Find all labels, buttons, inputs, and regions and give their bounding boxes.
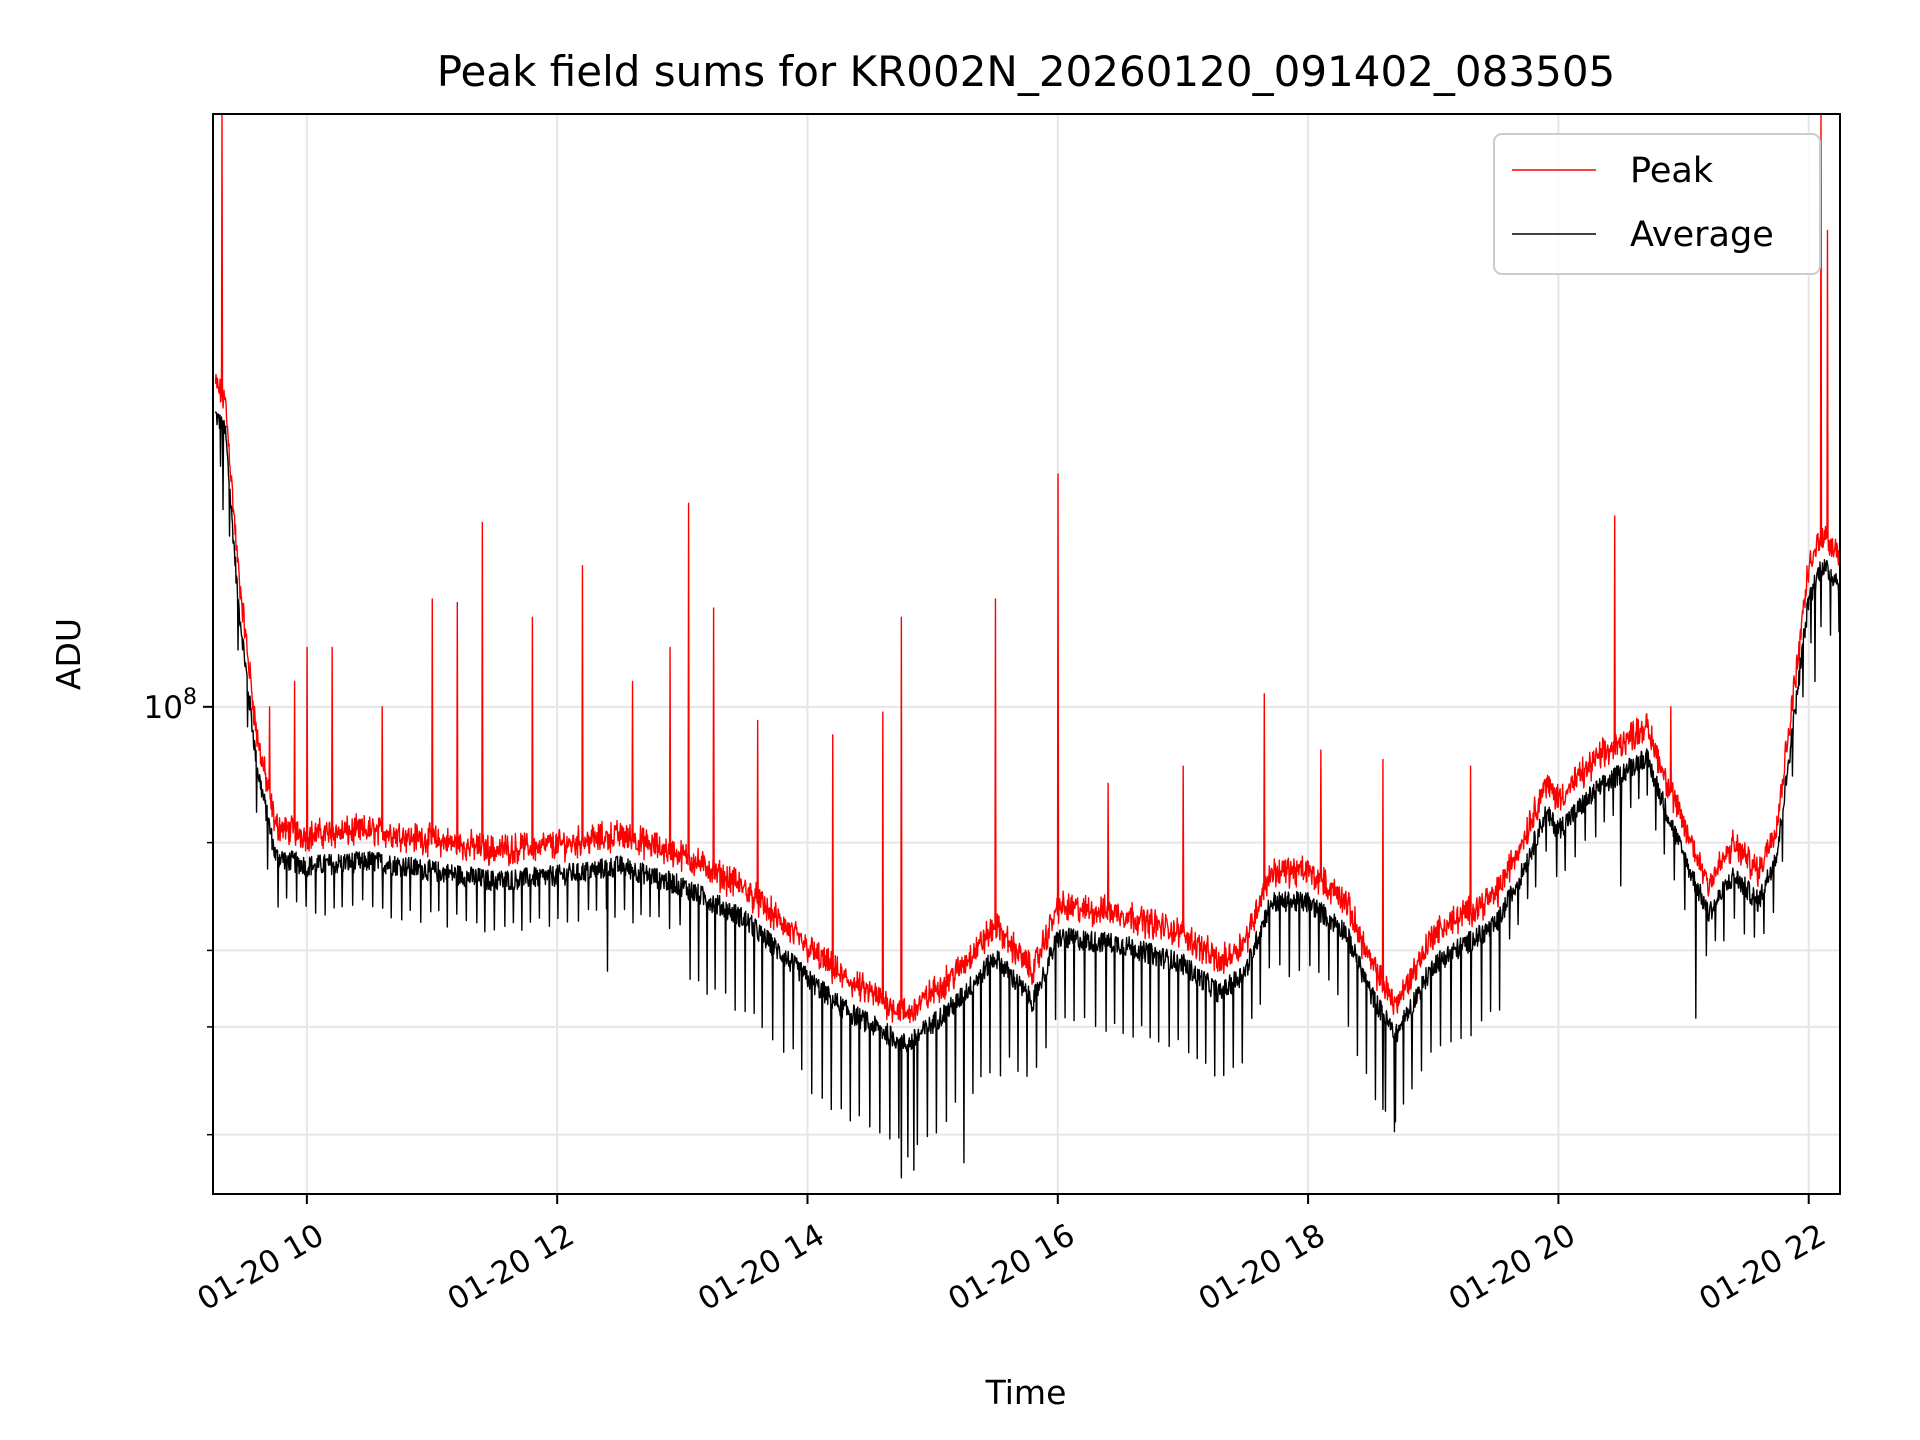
series-layer: [214, 114, 1840, 1179]
y-tick-label-base: 10: [144, 690, 183, 726]
series-line-average: [214, 411, 1840, 1179]
legend: Peak Average: [1493, 133, 1821, 275]
legend-average-label: Average: [1630, 215, 1774, 255]
x-axis-label: Time: [985, 1373, 1067, 1412]
legend-frame: [1493, 133, 1821, 275]
legend-peak-label: Peak: [1630, 151, 1714, 191]
grid-layer: [213, 114, 1840, 1194]
y-tick-label-exponent: 8: [183, 685, 197, 710]
y-tick-label: 108: [144, 685, 197, 726]
plot-frame: [212, 113, 1841, 1195]
series-line-peak: [214, 114, 1840, 1024]
y-axis-label: ADU: [49, 618, 88, 690]
chart-title: Peak field sums for KR002N_20260120_0914…: [437, 47, 1616, 96]
